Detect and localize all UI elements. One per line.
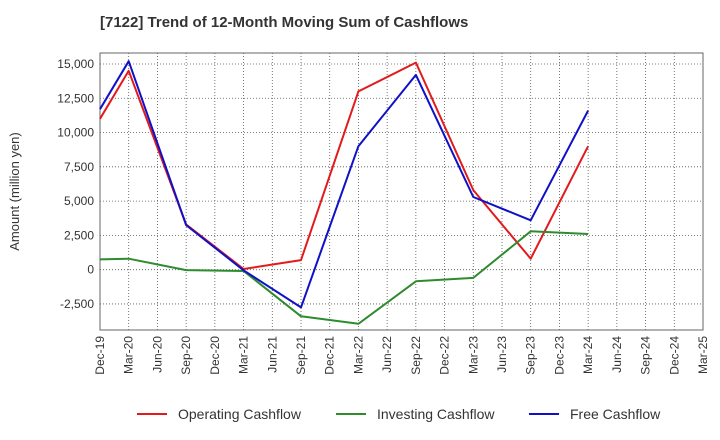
axes (99, 52, 704, 331)
series-line-free-cashflow (99, 60, 589, 309)
x-tick-label: Mar-24 (581, 336, 595, 374)
x-tick-label: Jun-23 (495, 336, 509, 373)
x-tick-label: Dec-20 (208, 336, 222, 375)
x-tick-label: Sep-21 (294, 336, 308, 375)
legend-label: Free Cashflow (570, 406, 661, 422)
x-tick-label: Jun-22 (380, 336, 394, 373)
y-tick-label: 7,500 (64, 160, 94, 174)
y-tick-label: 15,000 (57, 57, 94, 71)
x-tick-label: Sep-20 (179, 336, 193, 375)
series-line-operating-cashflow (99, 61, 589, 270)
x-tick-label: Mar-23 (466, 336, 480, 374)
x-tick-label: Mar-22 (351, 336, 365, 374)
x-tick-label: Mar-20 (122, 336, 136, 374)
series-line-investing-cashflow (99, 230, 589, 325)
plot-frame (99, 52, 704, 331)
chart-title: [7122] Trend of 12-Month Moving Sum of C… (100, 14, 469, 31)
y-tick-label: 5,000 (64, 194, 94, 208)
x-tick-label: Dec-23 (552, 336, 566, 375)
legend: Operating Cashflow Investing Cashflow Free… (137, 406, 661, 422)
y-tick-label: 2,500 (64, 228, 94, 242)
y-tick-label: 12,500 (57, 91, 94, 105)
x-tick-label: Sep-22 (409, 336, 423, 375)
x-tick-label: Dec-22 (438, 336, 452, 375)
tick-labels: 15,000 12,500 10,000 7,500 5,000 2,500 0 -2,500… (57, 57, 710, 375)
legend-label: Operating Cashflow (178, 406, 302, 422)
series-lines (99, 60, 589, 325)
x-tick-label: Jun-20 (150, 336, 164, 373)
x-tick-label: Jun-21 (265, 336, 279, 373)
y-tick-label: 0 (87, 263, 94, 277)
grid-lines (99, 53, 704, 330)
x-tick-label: Mar-25 (696, 336, 710, 374)
x-tick-label: Dec-19 (93, 336, 107, 375)
x-tick-label: Sep-24 (639, 336, 653, 375)
x-tick-label: Sep-23 (524, 336, 538, 375)
x-tick-label: Jun-24 (610, 336, 624, 373)
y-axis-label: Amount (million yen) (7, 132, 22, 251)
x-tick-label: Mar-21 (237, 336, 251, 374)
y-tick-label: -2,500 (60, 297, 94, 311)
x-tick-label: Dec-21 (323, 336, 337, 375)
legend-label: Investing Cashflow (377, 406, 495, 422)
x-tick-label: Dec-24 (667, 336, 681, 375)
y-tick-label: 10,000 (57, 126, 94, 140)
